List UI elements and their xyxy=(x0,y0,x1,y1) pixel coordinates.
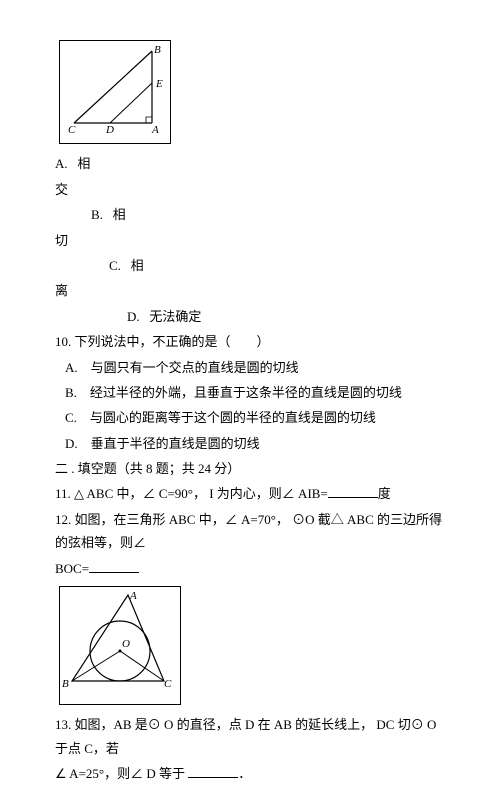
opt-D-text: 无法确定 xyxy=(149,309,201,324)
q13-line2: ∠ A=25°，则∠ D 等于 ． xyxy=(55,762,445,785)
q9-li: 离 xyxy=(55,279,445,302)
figure-triangle-cba: B E C D A xyxy=(59,40,171,144)
q12-before: BOC= xyxy=(55,561,89,576)
q10-opt-B: B. 经过半径的外端，且垂直于这条半径的直线是圆的切线 xyxy=(65,381,445,404)
q12-line2: BOC= xyxy=(55,557,445,580)
label-O: O xyxy=(122,638,130,650)
q9-opt-D: D. 无法确定 xyxy=(127,305,445,328)
opt-A-letter: A. xyxy=(55,156,68,171)
label-D: D xyxy=(105,124,114,136)
section-2-heading: 二 . 填空题（共 8 题；共 24 分） xyxy=(55,457,445,480)
q11-after: 度 xyxy=(378,486,391,501)
opt-A-text: 相 xyxy=(77,156,90,171)
q13-before: ∠ A=25°，则∠ D 等于 xyxy=(55,766,188,781)
q12-line1: 12. 如图，在三角形 ABC 中，∠ A=70°， ⊙O 截△ ABC 的三边… xyxy=(55,508,445,555)
q10-opt-C: C. 与圆心的距离等于这个圆的半径的直线是圆的切线 xyxy=(65,406,445,429)
opt-D-letter: D. xyxy=(127,309,140,324)
inscribed-svg: A O B C xyxy=(60,587,180,697)
q11-before: 11. △ ABC 中，∠ C=90°， I 为内心，则∠ AIB= xyxy=(55,486,328,501)
page: B E C D A A. 相 交 B. 相 切 C. 相 离 D. 无法确定 1… xyxy=(0,0,500,707)
q9-opt-C: C. 相 xyxy=(109,254,445,277)
opt-B-letter: B. xyxy=(91,207,103,222)
opt-C-letter: C. xyxy=(109,258,121,273)
q9-opt-A: A. 相 xyxy=(55,152,445,175)
q13-after: ． xyxy=(238,766,251,781)
label-A2: A xyxy=(129,590,137,602)
label-B: B xyxy=(154,44,161,56)
q9-jiao: 交 xyxy=(55,178,445,201)
q12-blank[interactable] xyxy=(89,559,139,573)
label-B2: B xyxy=(62,678,69,690)
q11: 11. △ ABC 中，∠ C=90°， I 为内心，则∠ AIB= 度 xyxy=(55,482,445,505)
label-A: A xyxy=(151,124,159,136)
opt-C-text: 相 xyxy=(131,258,144,273)
q13-blank[interactable] xyxy=(188,764,238,778)
opt-B-text: 相 xyxy=(113,207,126,222)
q9-qie: 切 xyxy=(55,229,445,252)
label-C: C xyxy=(68,124,76,136)
q10-prompt: 10. 下列说法中，不正确的是（ ） xyxy=(55,330,445,353)
figure-triangle-inscribed-circle: A O B C xyxy=(59,586,181,705)
q9-opt-B: B. 相 xyxy=(91,203,445,226)
label-E: E xyxy=(155,78,163,90)
q11-blank[interactable] xyxy=(328,484,378,498)
label-C2: C xyxy=(164,678,172,690)
q10-opt-A: A. 与圆只有一个交点的直线是圆的切线 xyxy=(65,356,445,379)
q13-line1: 13. 如图，AB 是⊙ O 的直径，点 D 在 AB 的延长线上， DC 切⊙… xyxy=(55,713,445,760)
q10-opt-D: D. 垂直于半径的直线是圆的切线 xyxy=(65,432,445,455)
triangle-svg: B E C D A xyxy=(60,41,170,136)
